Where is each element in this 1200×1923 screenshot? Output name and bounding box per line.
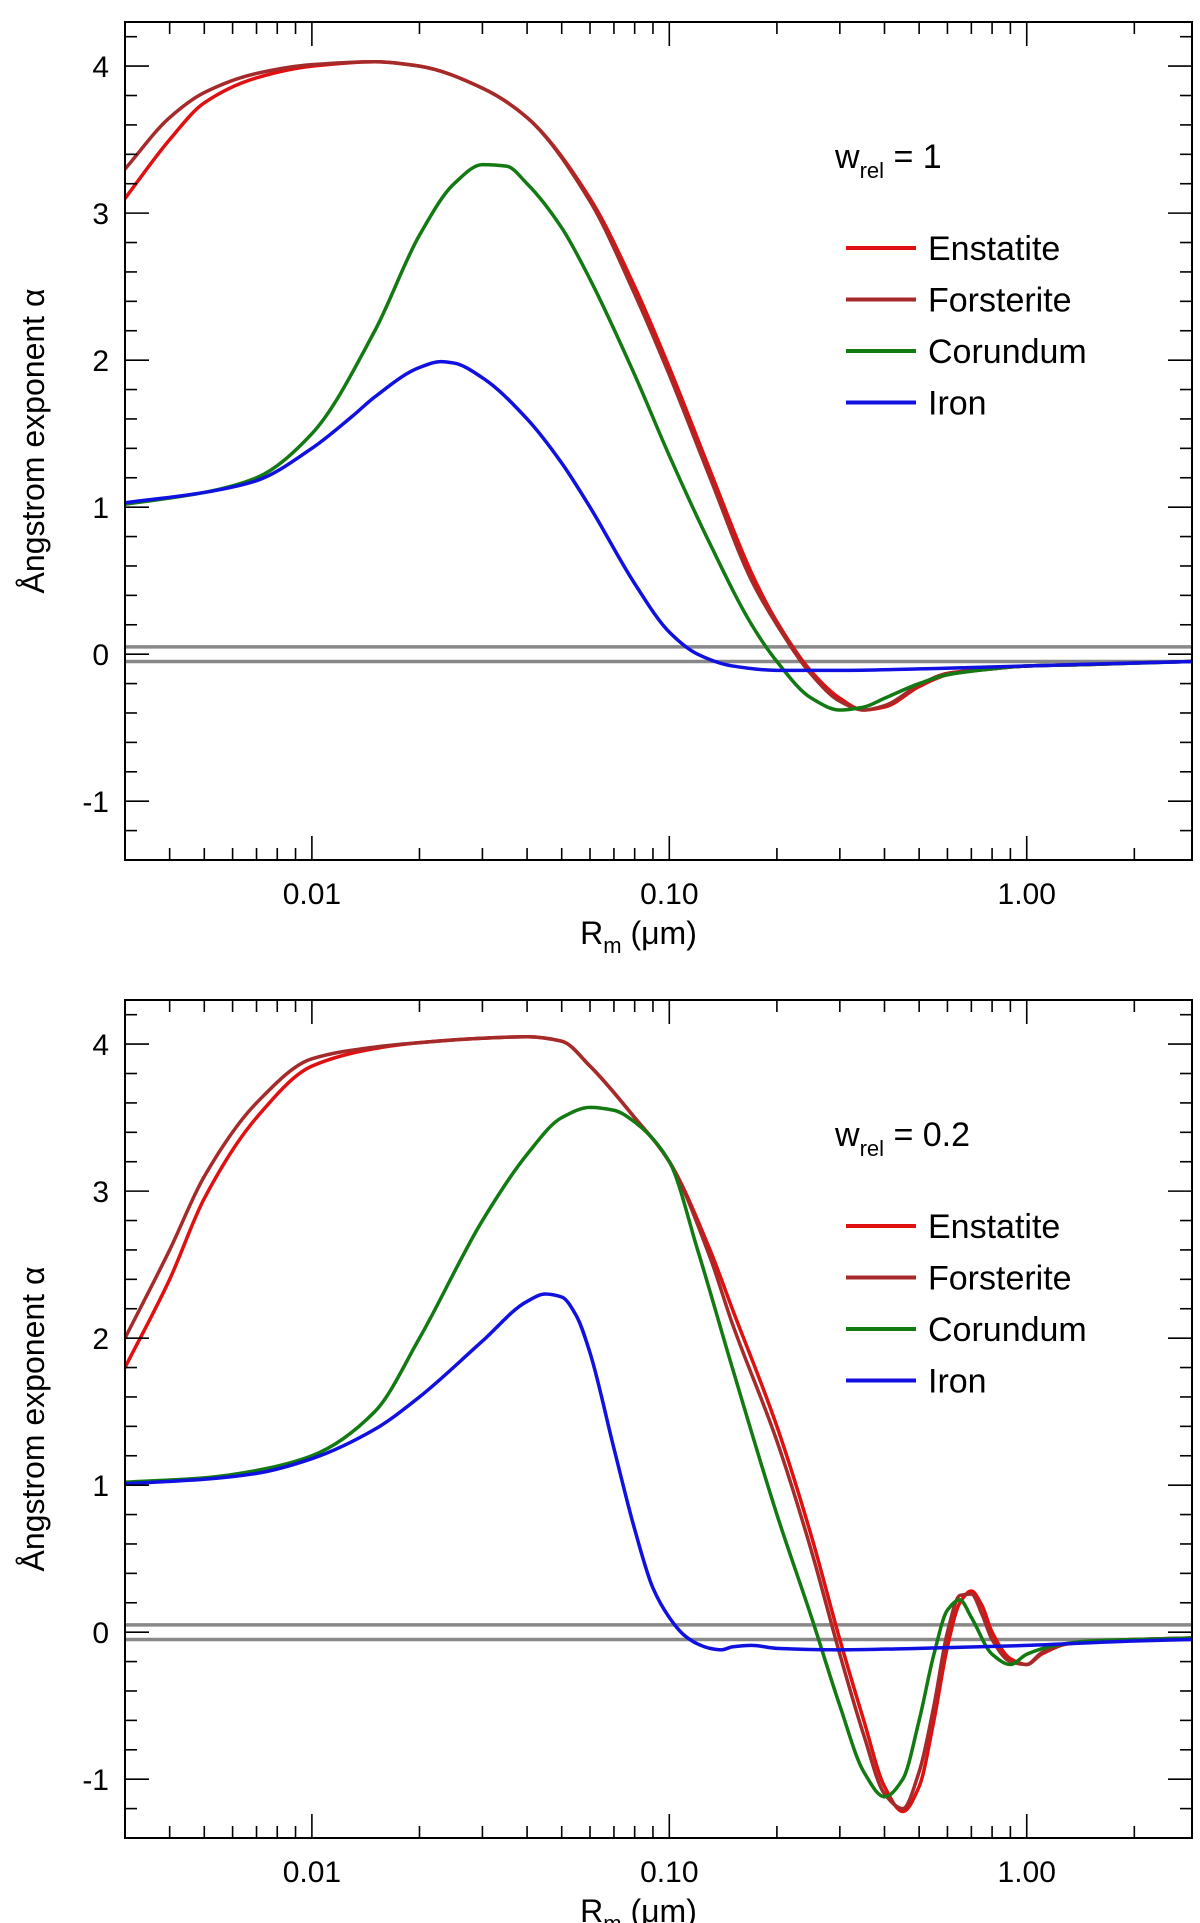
w-rel-annotation: wrel = 0.2 bbox=[834, 1116, 970, 1161]
w-rel-base: w bbox=[834, 1116, 860, 1154]
series-line-corundum bbox=[125, 162, 1192, 712]
y-tick-label: 0 bbox=[92, 639, 109, 672]
chart-panel-2: Rm (μm) Ångstrom exponent α wrel = 0.2 Enst… bbox=[15, 999, 1193, 1923]
legend-label-forsterite: Forsterite bbox=[928, 282, 1072, 320]
y-axis-label: Ångstrom exponent α bbox=[15, 1267, 51, 1572]
series-line-forsterite bbox=[125, 1035, 1192, 1811]
x-tick-label: 1.00 bbox=[998, 1856, 1056, 1889]
series-group bbox=[125, 1035, 1192, 1814]
x-axis-label-sub: m bbox=[603, 1911, 621, 1923]
w-rel-annotation: wrel = 1 bbox=[834, 138, 942, 183]
plot-frame bbox=[124, 999, 1193, 1839]
x-tick-label: 0.01 bbox=[283, 878, 341, 911]
x-tick-label: 0.10 bbox=[640, 878, 698, 911]
y-axis-label: Ångstrom exponent α bbox=[15, 289, 51, 594]
y-tick-label: 3 bbox=[92, 1176, 109, 1209]
legend-label-enstatite: Enstatite bbox=[928, 1208, 1060, 1246]
w-rel-base: w bbox=[834, 138, 860, 176]
legend-label-corundum: Corundum bbox=[928, 1311, 1087, 1349]
y-tick-label: 2 bbox=[92, 1323, 109, 1356]
legend: Enstatite Forsterite Corundum Iron bbox=[846, 230, 1087, 423]
x-axis-label-base: R bbox=[580, 915, 603, 951]
y-tick-label: 1 bbox=[92, 492, 109, 525]
y-tick-label: 2 bbox=[92, 345, 109, 378]
y-tick-label: -1 bbox=[82, 786, 109, 819]
y-tick-label: 1 bbox=[92, 1470, 109, 1503]
legend-label-corundum: Corundum bbox=[928, 333, 1087, 371]
w-rel-value: = 1 bbox=[884, 138, 942, 176]
x-axis-label-unit: (μm) bbox=[622, 915, 697, 951]
plot-frame bbox=[124, 21, 1193, 861]
legend-label-forsterite: Forsterite bbox=[928, 1260, 1072, 1298]
series-group bbox=[125, 59, 1192, 712]
legend-label-iron: Iron bbox=[928, 385, 987, 423]
w-rel-sub: rel bbox=[860, 1136, 884, 1161]
series-line-corundum bbox=[125, 1105, 1192, 1799]
y-tick-label: 0 bbox=[92, 1617, 109, 1650]
x-tick-label: 0.01 bbox=[283, 1856, 341, 1889]
w-rel-sub: rel bbox=[860, 158, 884, 183]
legend-label-enstatite: Enstatite bbox=[928, 230, 1060, 268]
w-rel-value: = 0.2 bbox=[884, 1116, 970, 1154]
x-axis-label-base: R bbox=[580, 1893, 603, 1923]
series-line-iron bbox=[125, 1292, 1192, 1652]
x-axis-label-sub: m bbox=[603, 933, 621, 958]
y-tick-label: 4 bbox=[92, 51, 109, 84]
x-axis-label: Rm (μm) bbox=[580, 1893, 697, 1923]
legend-label-iron: Iron bbox=[928, 1363, 987, 1401]
x-tick-label: 1.00 bbox=[998, 878, 1056, 911]
y-tick-label: 3 bbox=[92, 198, 109, 231]
y-tick-label: -1 bbox=[82, 1764, 109, 1797]
series-line-iron bbox=[125, 359, 1192, 673]
x-axis-label: Rm (μm) bbox=[580, 915, 697, 958]
x-tick-label: 0.10 bbox=[640, 1856, 698, 1889]
y-tick-label: 4 bbox=[92, 1029, 109, 1062]
chart-panel-1: Rm (μm) Ångstrom exponent α wrel = 1 Enstat… bbox=[15, 21, 1193, 958]
legend: Enstatite Forsterite Corundum Iron bbox=[846, 1208, 1087, 1401]
x-axis-label-unit: (μm) bbox=[622, 1893, 697, 1923]
